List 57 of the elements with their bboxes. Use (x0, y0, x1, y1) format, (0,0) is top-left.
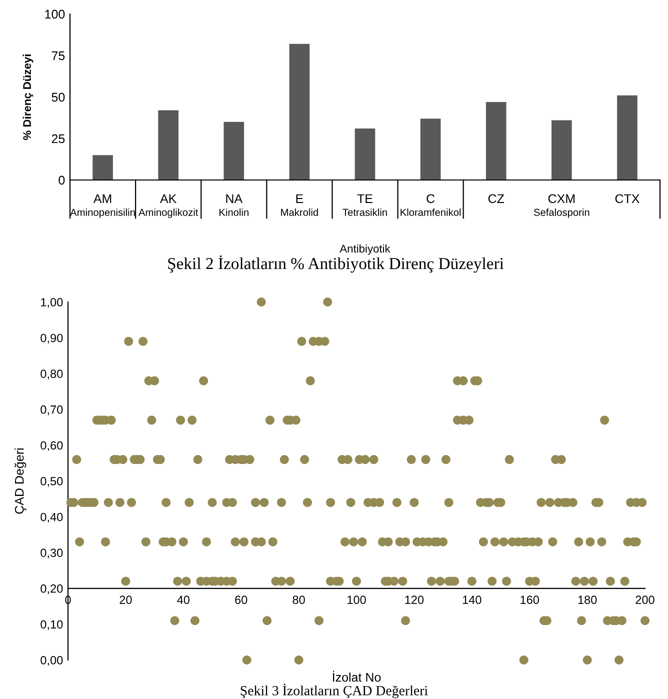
text: Aminoglikozit (138, 208, 198, 218)
y-tick-label: 0,10 (40, 620, 63, 630)
bar (289, 44, 310, 180)
x-tick-label: 40 (177, 596, 190, 604)
text: Şekil 3 İzolatların ÇAD Değerleri (240, 684, 428, 698)
text: Makrolid (281, 208, 318, 216)
y-tick-label: 0,40 (40, 512, 63, 523)
y-tick-label: 0,50 (40, 477, 63, 487)
x-axis-title: İzolat No (332, 670, 381, 682)
y-tick-label: 0,20 (40, 584, 63, 594)
y-tick-label: 25 (52, 134, 65, 144)
y-tick-label: 100 (45, 10, 65, 19)
text: Kinolin (220, 208, 248, 216)
y-axis-title: % Direnç Düzeyi (22, 54, 34, 140)
bar (486, 102, 506, 180)
text: Sefalosporin (534, 208, 590, 218)
x-tick-label: E (296, 194, 304, 203)
x-tick-label: CTX (615, 194, 640, 204)
x-tick-label: CZ (488, 194, 504, 204)
bar (354, 128, 376, 180)
x-tick-label: 180 (578, 596, 597, 604)
bar (617, 95, 638, 180)
y-tick-label: 50 (52, 92, 65, 102)
x-tick-label: CXM (548, 194, 575, 204)
y-tick-label: 0,00 (40, 656, 63, 666)
x-tick-label: C (426, 194, 435, 204)
bar (420, 118, 441, 180)
y-tick-label: 0,60 (40, 441, 63, 451)
y-axis-title: ÇAD Değeri (14, 448, 26, 514)
bar (92, 155, 113, 180)
x-tick-label: 160 (520, 596, 539, 604)
y-tick-label: 0,80 (40, 370, 63, 380)
x-tick-label: NA (226, 194, 243, 203)
text: Şekil 2 İzolatların % Antibiyotik Direnç Düzeyleri (168, 255, 504, 273)
x-tick-label: 200 (636, 596, 654, 604)
y-tick-label: 0,70 (40, 405, 63, 416)
x-tick-label: 20 (120, 596, 132, 604)
bar (158, 110, 178, 180)
text: Tetrasiklin (342, 208, 387, 216)
y-tick-label: 0,30 (40, 548, 63, 558)
x-tick-label: 140 (462, 596, 482, 604)
bar (224, 122, 244, 180)
y-tick-label: 0 (58, 176, 65, 185)
x-tick-label: AK (160, 194, 177, 203)
x-tick-label: 60 (235, 596, 248, 604)
text: Aminopenisilin (70, 208, 135, 218)
y-tick-label: 75 (52, 51, 65, 60)
y-tick-label: 1,00 (41, 298, 63, 308)
x-tick-label: TE (357, 194, 372, 203)
x-axis-title: Antibiyotik (340, 244, 390, 255)
x-tick-label: 120 (405, 596, 424, 604)
y-tick-label: 0,90 (40, 334, 63, 344)
x-tick-label: AM (93, 194, 112, 203)
bar (552, 120, 572, 180)
x-tick-label: 80 (292, 596, 305, 604)
text: Kloramfenikol (400, 208, 461, 216)
x-tick-label: 100 (348, 596, 366, 604)
